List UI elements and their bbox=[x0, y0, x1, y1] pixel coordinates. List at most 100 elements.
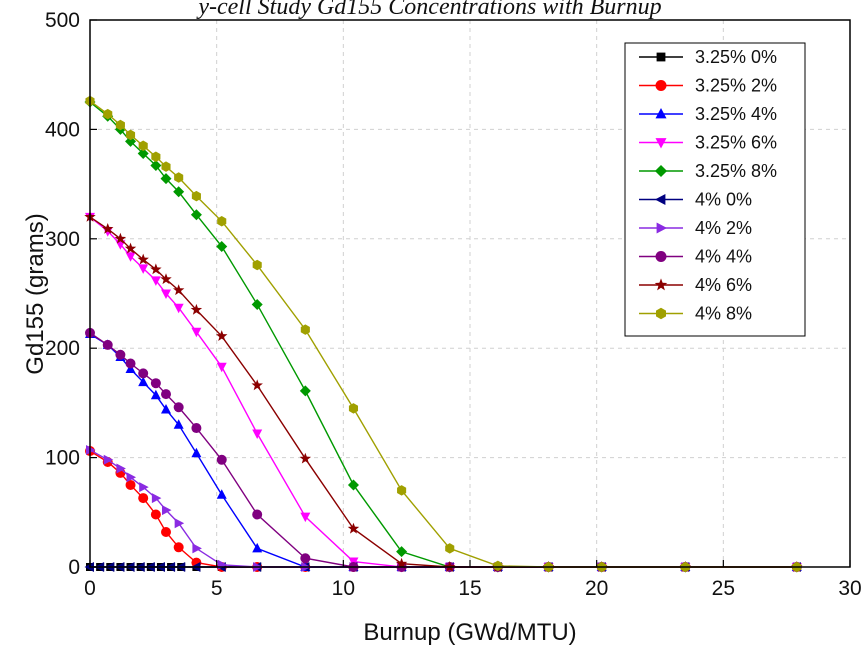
legend-item: 3.25% 4% bbox=[639, 104, 777, 124]
data-point bbox=[252, 429, 263, 440]
legend-label: 3.25% 0% bbox=[695, 47, 777, 67]
data-point bbox=[191, 327, 202, 338]
legend-item: 4% 4% bbox=[639, 247, 752, 267]
x-tick-label: 5 bbox=[211, 577, 223, 600]
data-point bbox=[173, 402, 184, 413]
y-axis-label: Gd155 (grams) bbox=[22, 213, 49, 374]
data-point bbox=[150, 378, 161, 389]
data-point bbox=[174, 172, 184, 183]
series-10 bbox=[85, 95, 802, 573]
data-point bbox=[216, 330, 228, 342]
data-point bbox=[125, 358, 136, 369]
data-point bbox=[161, 389, 171, 400]
data-point bbox=[137, 253, 149, 265]
data-point bbox=[190, 303, 203, 315]
series-8 bbox=[85, 327, 802, 572]
x-tick-label: 30 bbox=[838, 577, 861, 600]
data-point bbox=[151, 151, 161, 162]
legend: 3.25% 0% 3.25% 2% 3.25% 4% 3.25% 6% 3.25% 8%… bbox=[624, 42, 806, 337]
data-point bbox=[252, 542, 263, 553]
data-point bbox=[160, 273, 172, 285]
data-point bbox=[252, 509, 263, 520]
data-point bbox=[172, 284, 185, 296]
legend-label: 4% 0% bbox=[695, 190, 752, 210]
legend-label: 3.25% 2% bbox=[695, 76, 777, 96]
legend-label: 4% 6% bbox=[695, 275, 752, 295]
data-point bbox=[300, 324, 310, 335]
data-point bbox=[150, 509, 161, 520]
data-point bbox=[151, 493, 162, 504]
data-point bbox=[300, 553, 311, 564]
data-point bbox=[125, 129, 136, 141]
data-point bbox=[161, 289, 171, 299]
y-tick-label: 400 bbox=[45, 118, 80, 141]
x-axis-label: Burnup (GWd/MTU) bbox=[363, 619, 576, 646]
legend-label: 3.25% 8% bbox=[695, 161, 777, 181]
data-point bbox=[300, 512, 311, 523]
x-tick-label: 20 bbox=[585, 577, 608, 600]
data-point bbox=[348, 403, 359, 414]
data-point bbox=[299, 385, 311, 397]
legend-swatch-marker bbox=[655, 307, 667, 320]
legend-item: 4% 6% bbox=[639, 275, 752, 295]
data-point bbox=[216, 489, 227, 499]
data-point bbox=[161, 403, 171, 414]
data-point bbox=[191, 190, 201, 202]
data-point bbox=[173, 186, 185, 198]
data-point bbox=[102, 339, 113, 350]
data-point bbox=[138, 140, 148, 152]
data-point bbox=[191, 447, 202, 458]
legend-item: 3.25% 6% bbox=[639, 133, 777, 153]
data-point bbox=[103, 108, 113, 120]
data-point bbox=[125, 252, 136, 262]
legend-swatch-marker bbox=[654, 164, 668, 178]
data-point bbox=[125, 479, 136, 490]
data-point bbox=[216, 454, 227, 465]
data-point bbox=[150, 160, 162, 172]
legend-item: 4% 0% bbox=[639, 190, 752, 210]
data-point bbox=[102, 222, 114, 234]
data-point bbox=[192, 543, 202, 554]
legend-label: 4% 4% bbox=[695, 247, 752, 267]
data-point bbox=[103, 454, 114, 465]
legend-item: 3.25% 0% bbox=[639, 47, 777, 67]
y-tick-label: 200 bbox=[45, 337, 80, 360]
data-point bbox=[190, 209, 202, 221]
series-7 bbox=[86, 444, 803, 572]
data-point bbox=[216, 240, 228, 252]
legend-swatch-marker bbox=[654, 278, 668, 291]
data-point bbox=[252, 259, 262, 271]
data-point bbox=[161, 526, 171, 537]
legend-swatch-marker bbox=[655, 80, 667, 91]
data-point bbox=[150, 263, 162, 275]
data-point bbox=[137, 147, 149, 159]
data-point bbox=[445, 543, 455, 554]
data-point bbox=[173, 419, 184, 429]
data-point bbox=[125, 135, 137, 147]
data-point bbox=[160, 173, 172, 185]
x-tick-label: 15 bbox=[458, 577, 481, 600]
data-point bbox=[115, 119, 125, 131]
data-point bbox=[251, 298, 263, 310]
series-3 bbox=[85, 328, 802, 571]
legend-swatch-marker bbox=[656, 222, 668, 234]
legend-swatch-marker bbox=[655, 138, 667, 149]
x-tick-label: 0 bbox=[84, 577, 96, 600]
data-point bbox=[251, 379, 263, 391]
data-point bbox=[139, 482, 149, 493]
y-tick-label: 0 bbox=[68, 556, 80, 579]
data-point bbox=[138, 493, 149, 504]
data-point bbox=[493, 560, 503, 572]
data-point bbox=[395, 557, 408, 569]
x-tick-label: 10 bbox=[332, 577, 355, 600]
x-tick-label: 25 bbox=[712, 577, 735, 600]
legend-swatch-marker bbox=[655, 107, 667, 119]
legend-swatch-marker bbox=[654, 194, 666, 205]
data-point bbox=[347, 522, 360, 534]
legend-item: 4% 2% bbox=[639, 218, 752, 238]
legend-swatch-marker bbox=[655, 251, 667, 262]
data-point bbox=[174, 518, 185, 529]
data-point bbox=[299, 452, 312, 464]
